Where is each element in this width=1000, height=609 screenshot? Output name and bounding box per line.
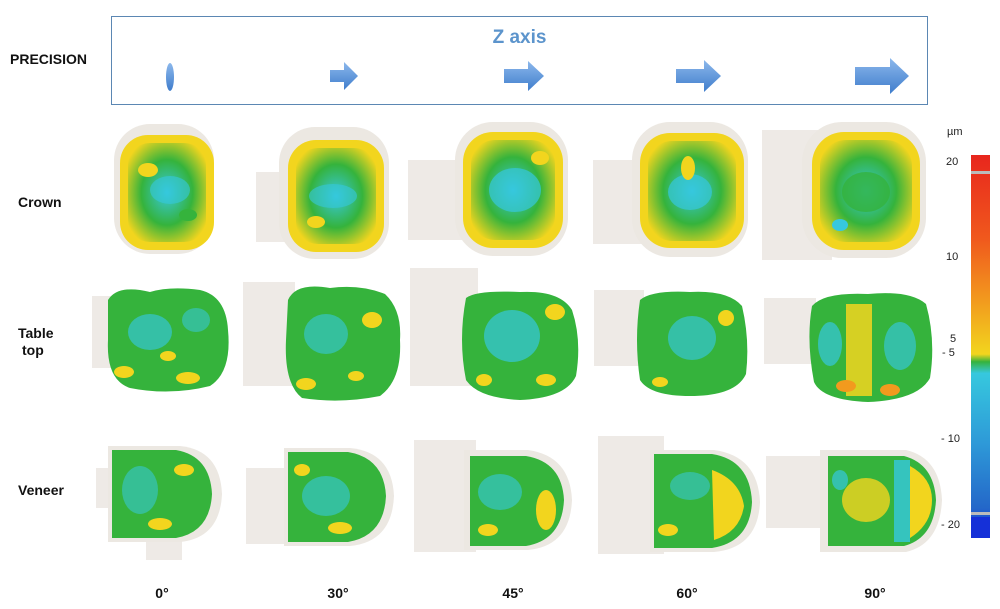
scan-veneer-45 — [414, 440, 572, 552]
scale-tick-minus-10: - 10 — [941, 433, 960, 445]
scan-crown-0 — [114, 124, 214, 254]
precision-label: PRECISION — [10, 51, 88, 67]
scan-crown-45 — [408, 122, 568, 256]
z-axis-title: Z axis — [492, 27, 547, 48]
scale-tick-10: 10 — [946, 251, 959, 263]
scan-veneer-30 — [246, 448, 394, 546]
scale-tick-20: 20 — [946, 156, 959, 168]
scan-veneer-60 — [598, 436, 760, 554]
row-label-veneer: Veneer — [18, 482, 64, 498]
z-axis-box: Z axis — [111, 16, 928, 105]
scale-tick-minus-20: - 20 — [941, 519, 960, 531]
row-label-table-top-line2: top — [22, 342, 44, 358]
scale-tick-5: 5 — [950, 333, 957, 345]
column-label-30: 30° — [327, 585, 349, 601]
scale-unit: µm — [947, 126, 963, 138]
scale-tick-minus-5: - 5 — [942, 347, 955, 359]
scan-table-top-45 — [410, 268, 579, 400]
arrow-45-icon — [504, 61, 544, 91]
scan-crown-90 — [762, 122, 926, 260]
arrow-30-icon — [330, 62, 358, 90]
scan-veneer-90 — [766, 450, 942, 552]
column-label-0: 0° — [155, 585, 169, 601]
row-label-table-top-line1: Table — [18, 325, 54, 341]
column-label-90: 90° — [864, 585, 886, 601]
scan-veneer-0 — [96, 446, 222, 560]
arrow-0-icon — [166, 63, 174, 91]
scan-table-top-60 — [594, 290, 748, 396]
color-scale-bar — [971, 155, 990, 538]
column-label-60: 60° — [676, 585, 698, 601]
scan-crown-30 — [256, 127, 389, 259]
arrow-90-icon — [855, 58, 909, 94]
scan-table-top-90 — [764, 293, 933, 402]
z-axis-arrows — [166, 58, 909, 94]
row-label-crown: Crown — [18, 194, 62, 210]
arrow-60-icon — [676, 60, 721, 92]
scan-table-top-0 — [92, 288, 229, 392]
scan-table-top-30 — [243, 282, 401, 401]
row-label-table-top: Table top — [18, 325, 54, 359]
column-label-45: 45° — [502, 585, 524, 601]
scan-crown-60 — [593, 122, 748, 257]
